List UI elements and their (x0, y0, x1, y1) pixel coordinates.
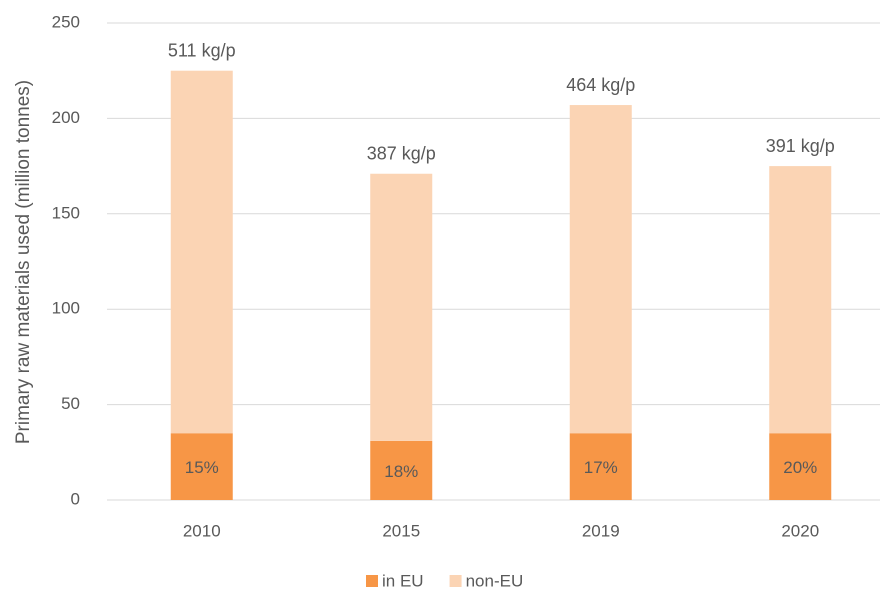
segment-annotation: 18% (384, 462, 418, 481)
y-tick-label: 200 (52, 108, 80, 127)
total-annotation: 464 kg/p (566, 75, 635, 95)
total-annotation: 387 kg/p (367, 143, 436, 163)
bar-segment (769, 433, 832, 500)
x-tick-label: 2010 (183, 521, 221, 540)
bar-segment (569, 433, 632, 500)
bar-segment (370, 173, 433, 441)
segment-annotation: 17% (584, 458, 618, 477)
y-axis-label: Primary raw materials used (million tonn… (13, 80, 34, 444)
y-tick-label: 50 (61, 394, 80, 413)
x-tick-label: 2015 (382, 521, 420, 540)
x-tick-label: 2019 (582, 521, 620, 540)
y-tick-label: 0 (71, 489, 80, 508)
bar-segment (769, 166, 832, 434)
x-tick-label: 2020 (781, 521, 819, 540)
legend-label: non-EU (466, 571, 524, 590)
legend-swatch (449, 575, 462, 587)
legend-swatch (366, 575, 378, 587)
legend-label: in EU (382, 571, 424, 590)
segment-annotation: 20% (783, 458, 817, 477)
bar-segment (170, 433, 233, 500)
y-tick-label: 250 (52, 12, 80, 31)
segment-annotation: 15% (185, 458, 219, 477)
bar-segment (370, 440, 433, 500)
y-tick-label: 150 (52, 203, 80, 222)
bar-segment (569, 105, 632, 434)
total-annotation: 511 kg/p (168, 40, 236, 60)
bar-segment (170, 70, 233, 434)
y-tick-label: 100 (52, 299, 80, 318)
total-annotation: 391 kg/p (766, 136, 835, 156)
